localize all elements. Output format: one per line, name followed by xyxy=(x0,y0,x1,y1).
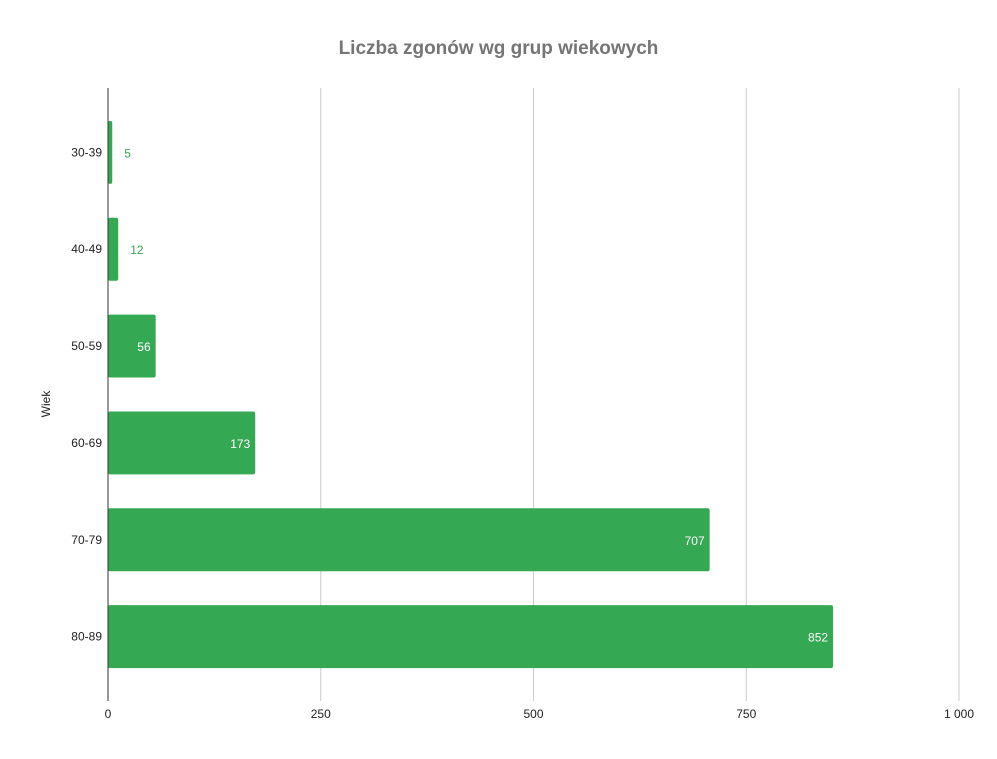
y-tick-label-60-69: 60-69 xyxy=(71,436,102,450)
chart-title: Liczba zgonów wg grup wiekowych xyxy=(338,38,659,59)
data-label-80-89: 852 xyxy=(808,631,828,645)
gridlines xyxy=(320,88,960,701)
y-tick-label-80-89: 80-89 xyxy=(71,630,102,644)
data-label-40-49: 12 xyxy=(130,243,144,257)
data-label-70-79: 707 xyxy=(685,534,705,548)
bar-30-39 xyxy=(108,120,113,184)
data-labels: 5 12 56 173 707 852 xyxy=(124,146,828,644)
bar-70-79 xyxy=(108,508,710,572)
y-tick-label-30-39: 30-39 xyxy=(71,145,102,159)
y-tick-label-40-49: 40-49 xyxy=(71,242,102,256)
y-tick-label-70-79: 70-79 xyxy=(71,533,102,547)
data-label-30-39: 5 xyxy=(124,146,131,160)
x-tick-label-0: 0 xyxy=(105,707,112,721)
x-tick-label-500: 500 xyxy=(523,707,543,721)
data-label-60-69: 173 xyxy=(230,437,250,451)
bars xyxy=(108,120,834,669)
data-label-50-59: 56 xyxy=(137,340,151,354)
x-tick-labels: 0 250 500 750 1 000 xyxy=(105,707,975,721)
x-tick-label-250: 250 xyxy=(311,707,331,721)
bar-60-69 xyxy=(108,411,256,475)
bar-80-89 xyxy=(108,605,834,669)
x-tick-label-750: 750 xyxy=(736,707,756,721)
y-tick-labels: 30-39 40-49 50-59 60-69 70-79 80-89 xyxy=(71,145,102,643)
x-tick-label-1000: 1 000 xyxy=(944,707,974,721)
bar-40-49 xyxy=(108,217,119,281)
y-tick-label-50-59: 50-59 xyxy=(71,339,102,353)
bar-50-59 xyxy=(108,314,156,378)
